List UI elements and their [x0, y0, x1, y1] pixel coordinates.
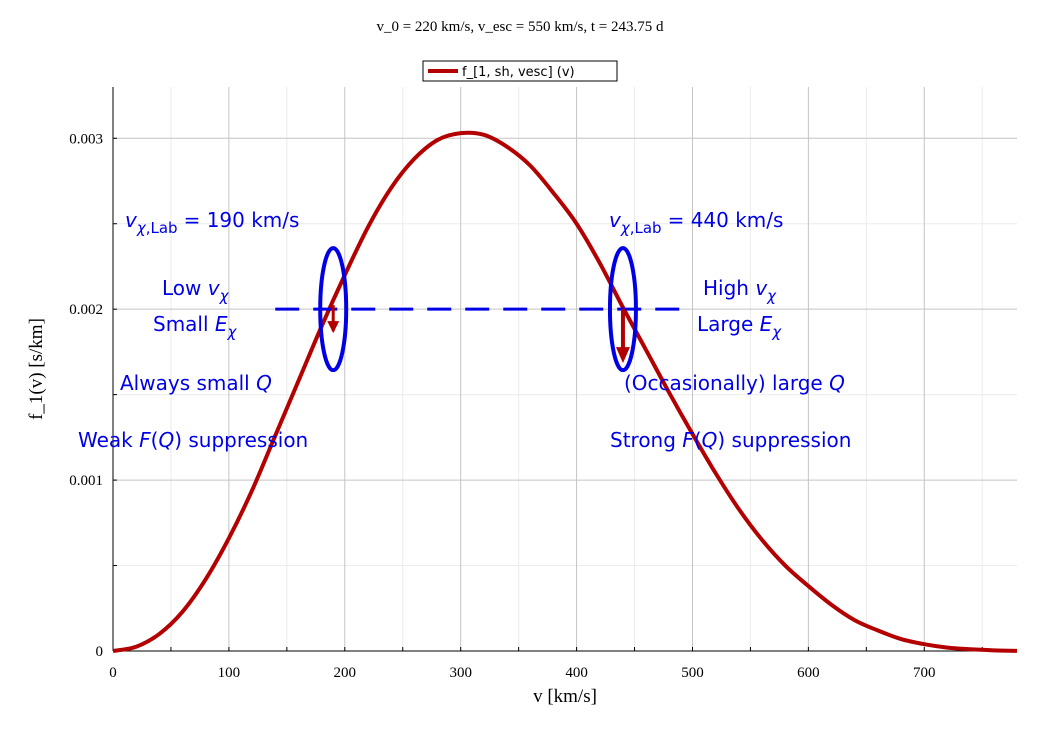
always-small-q-text: Always small Q: [120, 371, 272, 395]
weak-suppression-text: Weak F(Q) suppression: [78, 428, 308, 452]
series-line: [112, 130, 1018, 653]
x-tick-label: 300: [449, 665, 472, 681]
x-tick-label: 400: [565, 665, 588, 681]
right-velocity-label: vχ,Lab = 440 km/s: [609, 208, 783, 237]
annotations: vχ,Lab = 190 km/s vχ,Lab = 440 km/s Low vχ…: [78, 208, 851, 452]
x-tick-label: 100: [218, 665, 241, 681]
legend-box: [422, 60, 618, 82]
y-tick-label: 0.003: [69, 131, 103, 147]
marker-ellipse-high: [607, 246, 638, 373]
legend-label: f_[1, sh, vesc] (v): [462, 65, 575, 80]
small-energy-text: Small Eχ: [153, 312, 238, 341]
y-ticks: 0 0.001 0.002 0.003: [69, 131, 117, 660]
x-tick-label: 0: [109, 665, 117, 681]
x-tick-label: 500: [681, 665, 704, 681]
chart-title: v_0 = 220 km/s, v_esc = 550 km/s, t = 24…: [376, 19, 664, 35]
x-tick-label: 200: [334, 665, 357, 681]
grid-minor: [113, 87, 1017, 651]
y-tick-label: 0.001: [69, 473, 103, 489]
marker-arrow-head-low: [327, 321, 340, 334]
x-ticks: 0 100 200 300 400 500 600 700: [109, 647, 983, 681]
x-tick-label: 600: [797, 665, 820, 681]
x-tick-label: 700: [913, 665, 936, 681]
low-velocity-text: Low vχ: [162, 276, 230, 305]
markers: [318, 246, 638, 373]
marker-arrow-head-high: [615, 347, 630, 364]
grid-major: [113, 87, 1017, 651]
marker-ellipse-low: [318, 246, 349, 373]
legend: f_[1, sh, vesc] (v): [422, 60, 618, 82]
y-axis-label: f_1(v) [s/km]: [26, 318, 47, 420]
y-tick-label: 0.002: [69, 302, 103, 318]
strong-suppression-text: Strong F(Q) suppression: [610, 428, 851, 452]
y-tick-label: 0: [96, 644, 104, 660]
occasionally-large-q-text: (Occasionally) large Q: [624, 371, 845, 395]
high-velocity-text: High vχ: [703, 276, 777, 305]
large-energy-text: Large Eχ: [697, 312, 782, 341]
x-axis-label: v [km/s]: [533, 686, 597, 707]
left-velocity-label: vχ,Lab = 190 km/s: [125, 208, 299, 237]
